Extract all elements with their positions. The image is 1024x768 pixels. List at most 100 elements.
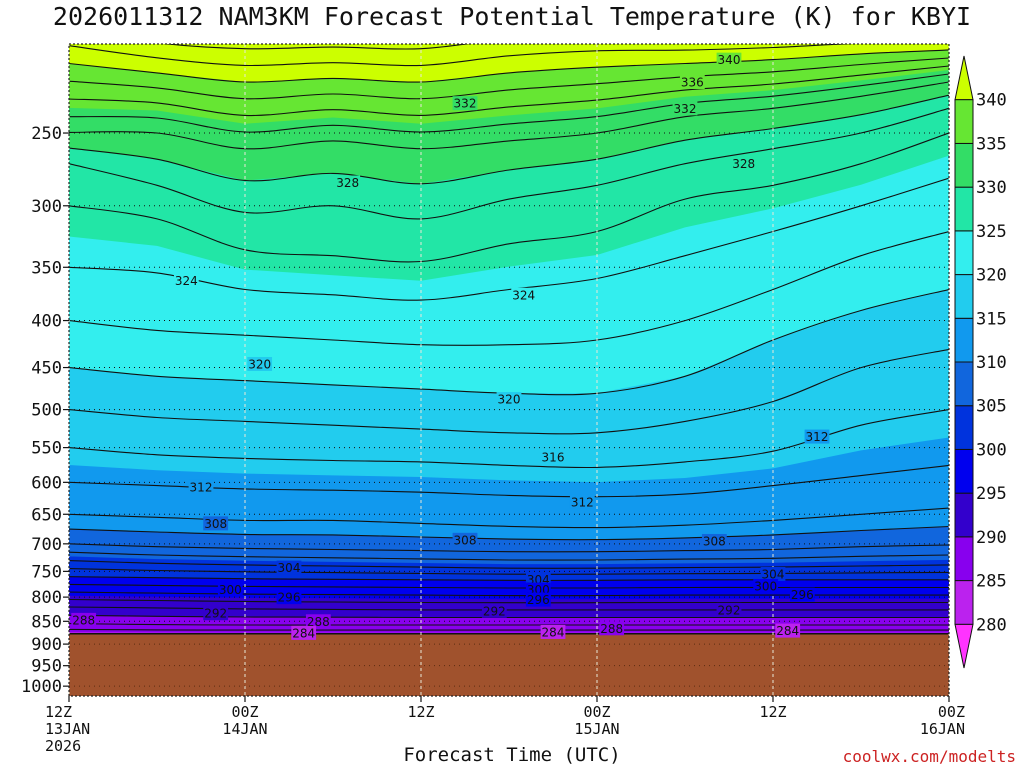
colorbar-box-305 — [954, 361, 974, 407]
y-axis: 250 300 350 400 450 500 550 600 650 700 750 800 850 9… — [21, 124, 69, 697]
contour-label-336: 336 — [681, 76, 704, 90]
contour-label-bg — [716, 52, 742, 67]
colorbar: 280 285 290 295 300 305 310 315 320 325 330 335 340 — [954, 55, 1007, 669]
y-tick-label-1000: 1000 — [21, 677, 62, 697]
contour-294 — [69, 598, 949, 604]
colorbar-box-310 — [954, 317, 974, 363]
contour-label-bg — [481, 603, 507, 618]
colorbar-box-290 — [954, 492, 974, 538]
contour-label-bg — [789, 587, 815, 602]
colorbar-box-295 — [954, 448, 974, 494]
contour-label-bg — [217, 582, 243, 597]
contour-label-296: 296 — [278, 591, 301, 605]
fill-band-350 — [69, 0, 949, 24]
x-tick-label: 12Z — [407, 703, 434, 721]
contour-332 — [69, 81, 949, 150]
theta-fill-layer — [69, 0, 949, 696]
contour-label-bg — [760, 567, 786, 582]
y-tick-label-450: 450 — [31, 359, 62, 379]
contour-label-bg — [525, 592, 551, 607]
contour-label-332: 332 — [674, 102, 697, 116]
plot-frame — [68, 43, 950, 697]
contour-label-340: 340 — [718, 53, 741, 67]
contour-label-292: 292 — [483, 604, 506, 618]
contour-label-bg — [599, 621, 625, 636]
y-tick-label-900: 900 — [31, 635, 62, 655]
contour-label-304: 304 — [278, 561, 301, 575]
contour-label-296: 296 — [527, 593, 550, 607]
contour-label-bg — [804, 429, 830, 444]
contour-label-bg — [203, 516, 229, 531]
colorbar-label-305: 305 — [976, 397, 1007, 417]
contour-330 — [69, 94, 949, 185]
contour-340 — [69, 49, 949, 83]
y-tick-label-350: 350 — [31, 258, 62, 278]
contour-label-312: 312 — [571, 495, 594, 509]
y-tick-label-650: 650 — [31, 505, 62, 525]
contour-label-bg — [569, 494, 595, 509]
colorbar-label-320: 320 — [976, 266, 1007, 286]
contour-label-bg — [276, 560, 302, 575]
colorbar-box-325 — [954, 186, 974, 232]
contour-334 — [69, 73, 949, 133]
contour-label-bg — [775, 623, 801, 638]
colorbar-label-310: 310 — [976, 353, 1007, 373]
fill-band-345 — [69, 19, 949, 40]
colorbar-bottom-arrow — [954, 623, 974, 669]
contour-label-bg — [305, 614, 331, 629]
contour-328 — [69, 107, 949, 220]
colorbar-label-280: 280 — [976, 615, 1007, 635]
contour-308 — [69, 543, 949, 553]
x-tick-label: 2026 — [45, 737, 81, 755]
contour-label-bg — [731, 156, 757, 171]
contour-label-316: 316 — [542, 450, 565, 464]
colorbar-label-315: 315 — [976, 309, 1007, 329]
contour-300 — [69, 576, 949, 581]
contour-304 — [69, 560, 949, 569]
contour-label-bg — [701, 533, 727, 548]
contour-label-bg — [452, 96, 478, 111]
contour-label-layer: 340 336 332 332 328 328 324 324 320 320 316 312 312 3… — [71, 52, 830, 640]
colorbar-label-340: 340 — [976, 91, 1007, 111]
y-tick-label-550: 550 — [31, 439, 62, 459]
x-tick-label: 12Z — [759, 703, 786, 721]
x-tick-label: 15JAN — [574, 720, 619, 738]
colorbar-box-280 — [954, 580, 974, 625]
x-tick-label: 16JAN — [920, 720, 965, 738]
colorbar-label-290: 290 — [976, 528, 1007, 548]
colorbar-label-325: 325 — [976, 222, 1007, 242]
contour-label-bg — [540, 624, 566, 639]
colorbar-box-300 — [954, 405, 974, 450]
contour-label-324: 324 — [175, 274, 198, 288]
contour-label-284: 284 — [542, 625, 565, 639]
contour-label-bg — [71, 612, 97, 627]
contour-316 — [69, 409, 949, 469]
contour-label-bg — [335, 175, 361, 190]
contour-324 — [69, 177, 949, 301]
contour-label-304: 304 — [762, 568, 785, 582]
x-tick-label: 00Z — [583, 703, 610, 721]
y-tick-label-500: 500 — [31, 401, 62, 421]
y-tick-label-950: 950 — [31, 657, 62, 677]
contour-label-284: 284 — [292, 626, 315, 640]
contour-label-bg — [540, 449, 566, 464]
contour-338 — [69, 57, 949, 100]
contour-label-312: 312 — [190, 480, 213, 494]
contour-label-bg — [496, 392, 522, 407]
credit-text: coolwx.com/modelts — [842, 747, 1016, 766]
contour-label-288: 288 — [600, 622, 623, 636]
contour-label-320: 320 — [248, 357, 271, 371]
contour-302 — [69, 568, 949, 575]
colorbar-label-295: 295 — [976, 484, 1007, 504]
y-tick-label-750: 750 — [31, 562, 62, 582]
y-tick-label-300: 300 — [31, 197, 62, 217]
contour-322 — [69, 230, 949, 346]
chart-title: 2026011312 NAM3KM Forecast Potential Tem… — [52, 2, 972, 31]
y-tick-label-850: 850 — [31, 612, 62, 632]
colorbar-box-330 — [954, 142, 974, 188]
y-tick-label-600: 600 — [31, 473, 62, 493]
contour-label-bg — [291, 625, 317, 640]
x-tick-label: 00Z — [938, 703, 965, 721]
